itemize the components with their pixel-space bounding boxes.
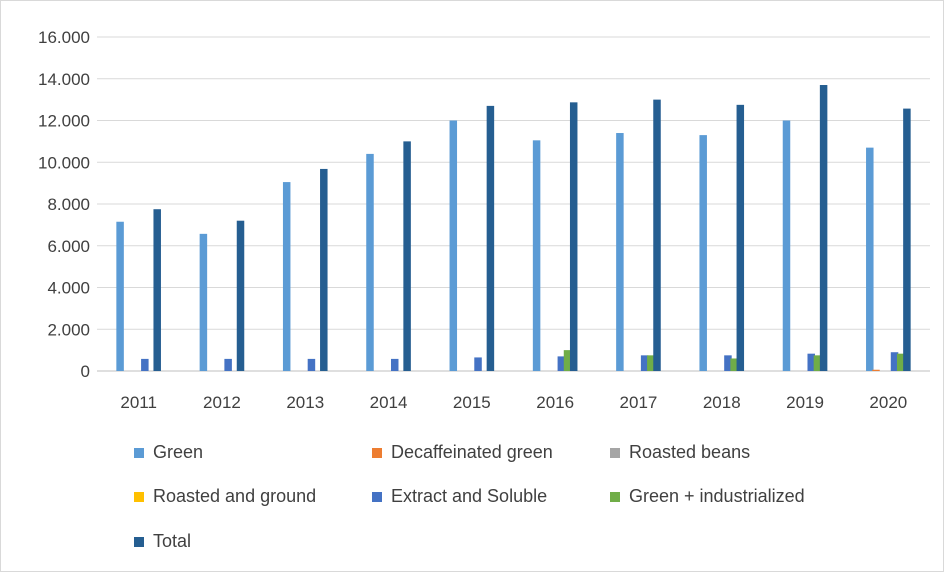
x-tick-label: 2016 <box>536 393 574 412</box>
bar-green-2011 <box>116 221 124 371</box>
bar-total-2012 <box>236 220 245 371</box>
bar-total-2015 <box>486 105 495 371</box>
bar-green-2018 <box>699 135 707 371</box>
x-tick-label: 2015 <box>453 393 491 412</box>
bar-green-industrialized-2020 <box>896 353 905 371</box>
bar-extract-and-soluble-2011 <box>141 358 149 371</box>
y-tick-label: 0 <box>81 362 90 381</box>
x-tick-label: 2013 <box>286 393 324 412</box>
y-tick-label: 16.000 <box>38 28 90 47</box>
bar-green-industrialized-2017 <box>647 355 655 371</box>
legend-swatch <box>610 492 620 502</box>
x-tick-label: 2020 <box>869 393 907 412</box>
bar-total-2020 <box>903 108 911 371</box>
legend-label: Green + industrialized <box>629 486 805 506</box>
bar-total-2018 <box>736 104 745 371</box>
x-tick-label: 2019 <box>786 393 824 412</box>
legend-label: Decaffeinated green <box>391 442 553 462</box>
legend: Green Decaffeinated green Roasted beans Roa… <box>134 442 805 551</box>
x-tick-label: 2012 <box>203 393 241 412</box>
y-tick-label: 6.000 <box>47 237 90 256</box>
bar-green-2015 <box>449 120 458 371</box>
legend-swatch <box>372 448 382 458</box>
bar-extract-and-soluble-2013 <box>307 358 316 371</box>
y-tick-label: 4.000 <box>47 279 90 298</box>
bars <box>116 85 911 372</box>
bar-total-2013 <box>320 168 328 371</box>
bar-total-2014 <box>403 141 411 371</box>
bar-green-2019 <box>782 120 791 371</box>
bar-total-2019 <box>819 85 828 371</box>
bar-green-industrialized-2019 <box>813 355 822 371</box>
bar-extract-and-soluble-2017 <box>640 355 649 371</box>
bar-green-2020 <box>866 147 874 371</box>
bar-green-2012 <box>199 233 208 371</box>
y-tick-label: 14.000 <box>38 70 90 89</box>
y-tick-label: 10.000 <box>38 153 90 172</box>
x-tick-label: 2017 <box>620 393 658 412</box>
legend-label: Roasted beans <box>629 442 750 462</box>
bar-decaffeinated-green-2020 <box>872 369 880 371</box>
bar-extract-and-soluble-2016 <box>557 356 566 371</box>
x-tick-label: 2011 <box>120 393 157 412</box>
legend-swatch <box>134 448 144 458</box>
bar-total-2011 <box>153 209 161 371</box>
bar-green-industrialized-2016 <box>563 350 572 371</box>
legend-swatch <box>372 492 382 502</box>
legend-label: Extract and Soluble <box>391 486 547 506</box>
y-tick-label: 8.000 <box>47 195 90 214</box>
y-axis-tick-labels: 0 2.000 4.000 6.000 8.000 10.000 12.000 14.000 1… <box>38 28 90 381</box>
bar-green-2014 <box>366 153 374 371</box>
bar-extract-and-soluble-2019 <box>807 353 815 371</box>
legend-swatch <box>610 448 620 458</box>
x-tick-label: 2014 <box>370 393 408 412</box>
x-tick-label: 2018 <box>703 393 741 412</box>
y-tick-label: 2.000 <box>47 320 90 339</box>
legend-swatch <box>134 537 144 547</box>
bar-green-2013 <box>282 182 291 371</box>
bar-total-2017 <box>653 99 661 371</box>
legend-swatch <box>134 492 144 502</box>
bar-green-2017 <box>616 133 624 371</box>
bar-extract-and-soluble-2014 <box>390 358 399 371</box>
bar-extract-and-soluble-2012 <box>224 358 232 371</box>
legend-label: Roasted and ground <box>153 486 316 506</box>
y-tick-label: 12.000 <box>38 112 90 131</box>
gridlines <box>97 36 930 372</box>
x-axis-tick-labels: 2011 2012 2013 2014 2015 2016 2017 2018 2019 2020 <box>120 393 907 412</box>
bar-total-2016 <box>569 102 578 372</box>
bar-green-2016 <box>532 140 541 371</box>
bar-extract-and-soluble-2018 <box>724 355 732 371</box>
legend-label: Green <box>153 442 203 462</box>
bar-extract-and-soluble-2020 <box>890 352 899 371</box>
bar-extract-and-soluble-2015 <box>474 357 482 371</box>
bar-green-industrialized-2018 <box>730 358 738 371</box>
legend-label: Total <box>153 531 191 551</box>
